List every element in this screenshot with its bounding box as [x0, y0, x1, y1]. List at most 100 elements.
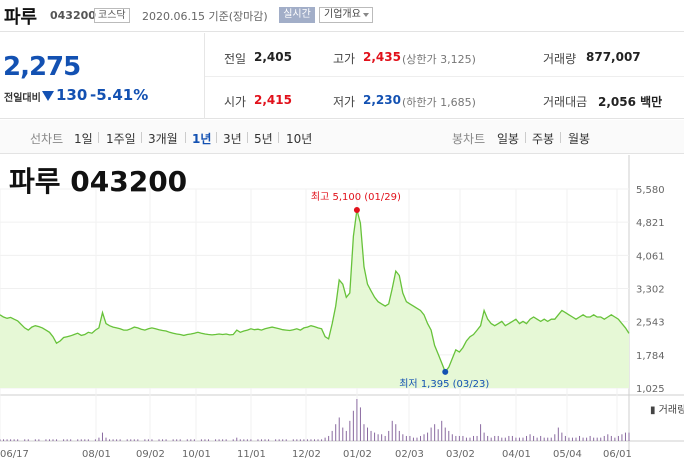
price-summary: 2,275 전일대비 130 -5.41% 전일 2,405 고가 2,435 … — [0, 33, 684, 119]
volume-bar — [257, 439, 259, 441]
volume-bar — [321, 439, 323, 441]
volume-bar — [356, 399, 358, 441]
volume-bar — [331, 430, 333, 441]
company-overview-label: 기업개요 — [324, 9, 361, 20]
volume-bar — [137, 439, 139, 441]
volume-bar — [444, 427, 446, 441]
volume-bar — [278, 439, 280, 441]
high-value: 2,435 — [363, 50, 401, 64]
volume-bar — [483, 432, 485, 441]
volume-bar — [112, 439, 114, 441]
x-tick-label: 04/01 — [502, 449, 531, 460]
volume-bar — [24, 439, 26, 441]
volume-bar — [84, 439, 86, 441]
volume-bar — [497, 435, 499, 441]
volume-bar — [119, 439, 121, 441]
volume-bar — [3, 439, 5, 441]
volume-bar — [260, 439, 262, 441]
volume-bar — [80, 439, 82, 441]
volume-bar — [405, 435, 407, 441]
x-tick-label: 12/02 — [292, 449, 321, 460]
volume-bar — [190, 439, 192, 441]
tab-daily[interactable]: 일봉 — [497, 132, 520, 146]
volume-bar — [56, 439, 58, 441]
volume-bar — [0, 439, 1, 441]
y-tick-label: 1,784 — [636, 351, 665, 362]
volume-bar — [462, 435, 464, 441]
volume-bar — [561, 432, 563, 441]
volume-bar — [10, 439, 12, 441]
x-tick-label: 05/04 — [553, 449, 582, 460]
tab-5y[interactable]: 5년 — [254, 132, 273, 146]
low-marker — [442, 368, 449, 375]
volume-bar — [70, 439, 72, 441]
volume-bar — [239, 439, 241, 441]
volume-bar — [423, 434, 425, 441]
volume-bar — [151, 439, 153, 441]
volume-bar — [338, 417, 340, 441]
realtime-button[interactable]: 실시간 — [279, 7, 315, 23]
volume-bar — [490, 437, 492, 441]
volume-bar — [487, 435, 489, 441]
volume-bar — [186, 439, 188, 441]
volume-bar — [193, 439, 195, 441]
tab-weekly[interactable]: 주봉 — [532, 132, 555, 146]
price-area — [0, 210, 629, 388]
volume-bar — [575, 437, 577, 441]
volume-bar — [504, 437, 506, 441]
volume-bar — [101, 432, 103, 441]
tab-1y[interactable]: 1년 — [192, 132, 212, 146]
volume-bar — [586, 437, 588, 441]
volume-bar — [412, 437, 414, 441]
volume-bar — [402, 434, 404, 441]
volume-bar — [285, 439, 287, 441]
quote-date: 2020.06.15 기준(장마감) — [142, 10, 268, 23]
volume-bar — [465, 437, 467, 441]
volume-bar — [469, 437, 471, 441]
volume-bar — [600, 437, 602, 441]
volume-bar — [617, 435, 619, 441]
volume-bar — [568, 437, 570, 441]
volume-bar — [306, 439, 308, 441]
open-value: 2,415 — [254, 93, 292, 107]
volume-bar — [593, 437, 595, 441]
volume-bar — [147, 439, 149, 441]
volume-bar — [94, 439, 96, 441]
volume-bar — [126, 439, 128, 441]
volume-bar — [511, 435, 513, 441]
volume-bar — [296, 439, 298, 441]
x-tick-label: 11/01 — [237, 449, 266, 460]
volume-bar — [451, 434, 453, 441]
tab-monthly[interactable]: 월봉 — [568, 132, 591, 146]
divider — [204, 33, 205, 119]
volume-bar — [275, 439, 277, 441]
volume-legend: ▮ 거래량 — [650, 404, 684, 416]
volume-bar — [458, 435, 460, 441]
tab-1d[interactable]: 1일 — [74, 132, 93, 146]
volume-bar — [282, 439, 284, 441]
volume-bar — [624, 432, 626, 441]
tab-3m[interactable]: 3개월 — [148, 132, 178, 146]
down-arrow-icon — [42, 91, 54, 101]
tab-3y[interactable]: 3년 — [223, 132, 242, 146]
current-price: 2,275 — [3, 52, 81, 82]
stock-name: 파루 — [4, 7, 38, 28]
volume-bar — [324, 437, 326, 441]
volume-bar — [232, 439, 234, 441]
volume-bar — [473, 435, 475, 441]
tab-10y[interactable]: 10년 — [286, 132, 313, 146]
y-tick-label: 2,543 — [636, 318, 665, 329]
upper-limit: (상한가 3,125) — [402, 53, 476, 66]
price-diff: 130 — [56, 86, 88, 104]
volume-bar — [582, 437, 584, 441]
company-overview-dropdown[interactable]: 기업개요 — [319, 7, 373, 23]
low-label: 저가 — [333, 95, 356, 109]
volume-bar — [363, 424, 365, 441]
x-tick-label: 02/03 — [395, 449, 424, 460]
tab-1w[interactable]: 1주일 — [106, 132, 136, 146]
volume-bar — [207, 439, 209, 441]
volume-bar — [434, 424, 436, 441]
volume-bar — [218, 439, 220, 441]
prev-close-label: 전일 — [224, 52, 247, 66]
volume-bar — [543, 437, 545, 441]
